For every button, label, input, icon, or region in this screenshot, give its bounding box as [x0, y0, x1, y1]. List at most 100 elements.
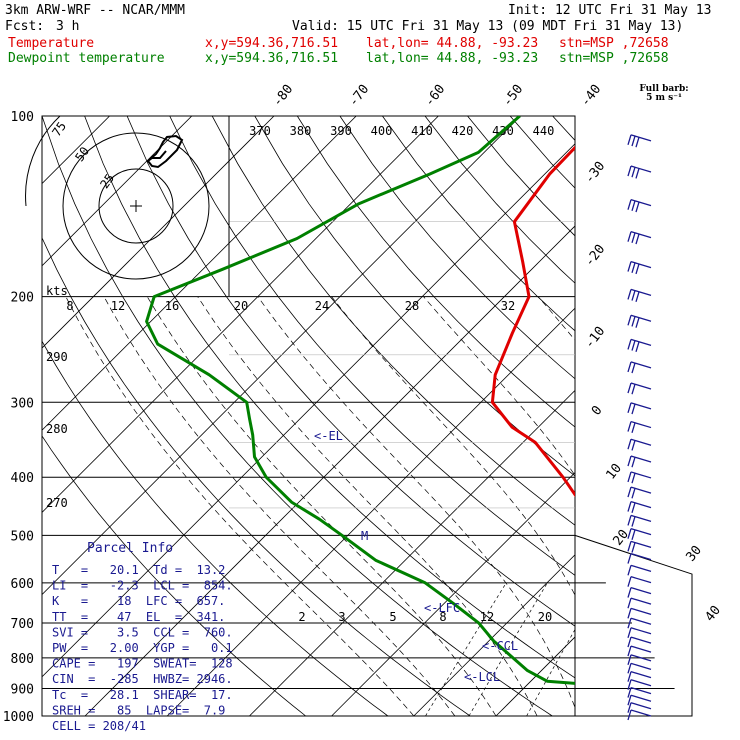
- moist-adiabat: [669, 297, 740, 716]
- parcel-info-row: LI = -2.3 LCL = 854.: [52, 579, 233, 593]
- wind-barb: [627, 662, 652, 674]
- hodograph-label-25: 25: [97, 171, 117, 191]
- isotherm-label-right: -10: [582, 324, 608, 352]
- wind-barb: [627, 627, 652, 638]
- wind-barb-feather: [631, 472, 636, 484]
- dry-adiabat: [680, 116, 740, 716]
- wind-barb-shaft: [630, 540, 652, 548]
- wind-barb-shaft: [630, 361, 652, 369]
- dry-adiabat: [84, 116, 575, 679]
- lfc-marker: <-LFC: [424, 601, 460, 615]
- legend-temperature-latlon: lat,lon= 44.88, -93.23: [366, 36, 539, 51]
- wind-barb-shaft: [630, 486, 652, 494]
- isotherm-label-top: -50: [500, 82, 526, 110]
- legend-temperature-label: Temperature: [8, 36, 95, 51]
- wind-barb: [627, 686, 652, 698]
- parcel-info-row: T = 20.1 Td = 13.2: [52, 563, 225, 577]
- wind-barbs: [627, 134, 652, 721]
- wind-barb: [627, 420, 652, 433]
- theta-e-label: 380: [290, 124, 312, 138]
- wind-barb: [627, 702, 652, 713]
- wind-barb-shaft: [630, 607, 652, 615]
- wind-barb-shaft: [630, 199, 652, 207]
- wind-barb-shaft: [630, 709, 652, 717]
- parcel-info-row: CELL = 208/41: [52, 719, 146, 733]
- theta-e-label: 420: [452, 124, 474, 138]
- wind-barb-shaft: [630, 671, 652, 679]
- hodograph-ring-25: [98, 168, 174, 244]
- wind-barb: [627, 636, 652, 648]
- pressure-label-400: 400: [11, 471, 34, 486]
- isotherm-line: [42, 116, 357, 431]
- wind-barb-shaft: [630, 338, 652, 347]
- wind-barb-feather: [627, 471, 632, 483]
- wind-barb-shaft: [630, 694, 652, 702]
- wind-barb-feather: [627, 231, 632, 242]
- pressure-label-600: 600: [11, 577, 34, 592]
- wind-barb-shaft: [630, 645, 652, 653]
- pressure-label-200: 200: [11, 291, 34, 306]
- hodograph-trace: [146, 134, 184, 169]
- dry-adiabat: [42, 116, 553, 717]
- wind-barb: [627, 671, 652, 682]
- legend-dewpoint-latlon: lat,lon= 44.88, -93.23: [366, 51, 539, 66]
- wind-scale-tick: 32: [501, 299, 515, 313]
- isotherm-line: [660, 116, 740, 716]
- wind-barb: [627, 514, 652, 527]
- wind-barb: [627, 338, 652, 352]
- mixing-ratio-label: 5: [389, 610, 396, 624]
- moist-adiabat: [331, 296, 575, 596]
- wind-barb-shaft: [630, 420, 652, 429]
- wind-barb-feather: [627, 515, 632, 526]
- wind-barb-feather: [627, 421, 632, 432]
- wind-barb-feather: [627, 679, 632, 690]
- wind-barb-feather: [627, 663, 632, 674]
- wind-barb-feather: [635, 291, 640, 303]
- wind-barb-shaft: [630, 402, 652, 410]
- parcel-info-row: Tc = 28.1 SHEAR= 17.: [52, 688, 233, 702]
- wind-scale-tick: 12: [111, 299, 125, 313]
- wind-barb-feather: [627, 671, 632, 682]
- theta-e-label: 440: [533, 124, 555, 138]
- pressure-label-800: 800: [11, 652, 34, 667]
- dry-adiabat: [638, 116, 740, 716]
- wind-barb-feather: [635, 263, 640, 275]
- wind-barb-feather: [635, 168, 640, 179]
- wind-barb-feather: [627, 402, 632, 414]
- wind-barb-feather: [627, 361, 632, 373]
- wind-barb-feather: [631, 167, 636, 178]
- wind-barb: [627, 586, 652, 598]
- wind-barb-feather: [631, 135, 636, 147]
- wind-barb: [627, 679, 652, 690]
- parcel-info-row: CAPE = 197 SWEAT= 128: [52, 657, 233, 671]
- isotherm-label-top: -80: [270, 82, 296, 110]
- dry-adiabat: [424, 116, 575, 284]
- theta-e-label: 410: [411, 124, 433, 138]
- mixing-ratio-line: [699, 583, 740, 716]
- dry-adiabat: [42, 340, 389, 717]
- wind-barb: [627, 576, 652, 587]
- wind-barb-feather: [635, 317, 640, 328]
- wind-barb: [627, 597, 652, 609]
- wind-barb-shaft: [630, 702, 652, 710]
- wind-barb-feather: [627, 455, 632, 467]
- wind-barb-feather: [631, 529, 636, 541]
- parcel-info-row: PW = 2.00 YGP = 0.1: [52, 641, 233, 655]
- wind-barb: [627, 654, 652, 666]
- wind-barb: [627, 486, 652, 499]
- dry-adiabat: [595, 116, 740, 716]
- wind-barb-feather: [631, 232, 636, 244]
- isotherm-label-right: 40: [703, 603, 724, 625]
- wind-barb-shaft: [630, 617, 652, 625]
- parcel-info-row: K = 18 LFC = 657.: [52, 594, 225, 608]
- wind-barb: [627, 709, 652, 721]
- dry-adiabat: [211, 116, 575, 526]
- wind-barb-shaft: [630, 288, 652, 297]
- isotherm-line: [42, 143, 575, 678]
- wind-barb: [627, 564, 652, 576]
- isotherm-label-right: 10: [604, 461, 625, 483]
- barb-scale-line2: 5 m s⁻¹: [646, 93, 682, 103]
- wind-barb-shaft: [630, 636, 652, 644]
